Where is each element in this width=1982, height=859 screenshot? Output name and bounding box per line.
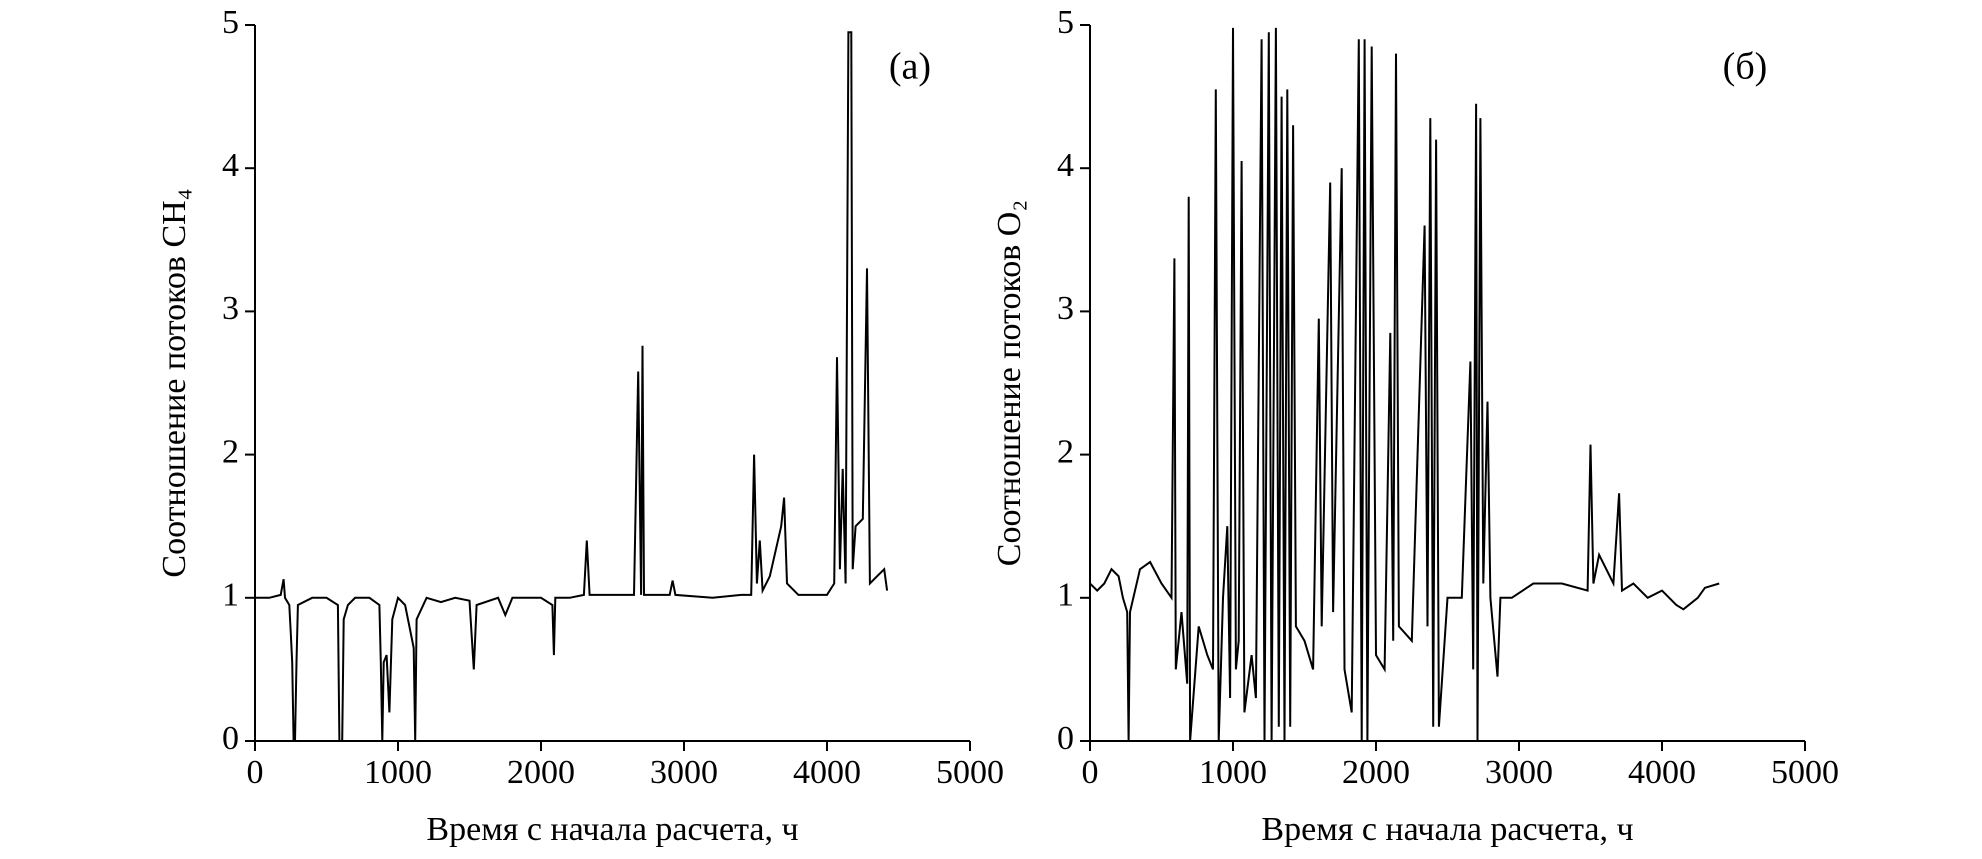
x-tick-label: 1000 <box>364 754 432 791</box>
x-tick-label: 3000 <box>1485 754 1553 791</box>
y-tick-label: 2 <box>1057 433 1074 470</box>
y-tick-label: 4 <box>1057 147 1074 184</box>
y-tick-label: 4 <box>222 147 239 184</box>
y-tick-label: 1 <box>1057 577 1074 614</box>
y-tick-label: 3 <box>222 290 239 327</box>
x-tick-label: 0 <box>247 754 264 791</box>
panel: 0 1 2 3 4 5 0 1000 2000 3000 4000 5000 Время с начал… <box>156 4 1004 848</box>
panel: 0 1 2 3 4 5 0 1000 2000 3000 4000 5000 Время с начал… <box>991 4 1839 848</box>
x-tick-label: 2000 <box>507 754 575 791</box>
y-tick-label: 5 <box>1057 4 1074 41</box>
y-tick-label: 5 <box>222 4 239 41</box>
y-axis-label: Соотношение потоков CH₄ <box>156 188 193 577</box>
x-axis-label: Время с начала расчета, ч <box>426 811 798 848</box>
x-tick-label: 4000 <box>1628 754 1696 791</box>
x-tick-label: 5000 <box>1771 754 1839 791</box>
y-tick-label: 2 <box>222 433 239 470</box>
y-tick-label: 0 <box>1057 720 1074 757</box>
y-axis-label: Соотношение потоков O₂ <box>991 200 1028 566</box>
data-line <box>255 31 889 742</box>
panel-label: (б) <box>1723 46 1768 88</box>
y-tick-label: 1 <box>222 577 239 614</box>
y-tick-label: 3 <box>1057 290 1074 327</box>
y-tick-label: 0 <box>222 720 239 757</box>
x-tick-label: 2000 <box>1342 754 1410 791</box>
x-tick-label: 1000 <box>1199 754 1267 791</box>
x-tick-label: 0 <box>1082 754 1099 791</box>
panel-label: (а) <box>889 46 931 88</box>
x-axis-label: Время с начала расчета, ч <box>1261 811 1633 848</box>
x-tick-label: 4000 <box>793 754 861 791</box>
x-tick-label: 5000 <box>936 754 1004 791</box>
x-tick-label: 3000 <box>650 754 718 791</box>
data-line <box>1089 27 1720 742</box>
